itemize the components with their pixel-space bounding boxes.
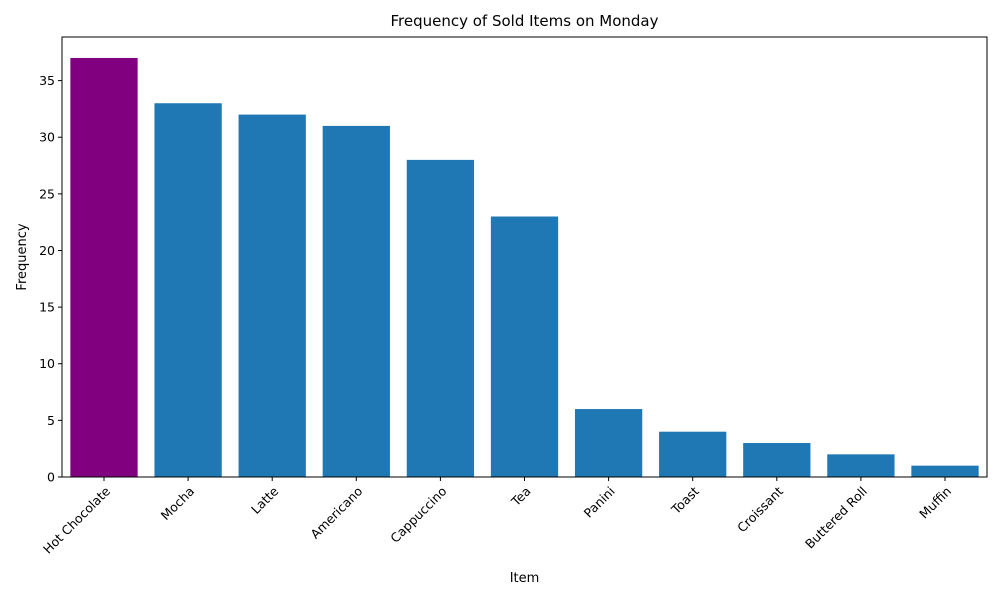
bar-hot-chocolate	[70, 57, 138, 477]
bar-mocha	[154, 103, 222, 477]
bar-latte	[238, 114, 306, 477]
y-tick-label: 5	[47, 413, 55, 428]
bar-toast	[659, 431, 727, 477]
y-ticks-group: 0 5 10 15 20 25 30 35	[39, 73, 62, 485]
y-tick-label: 20	[39, 243, 55, 258]
y-tick-label: 30	[39, 130, 55, 145]
chart-title: Frequency of Sold Items on Monday	[390, 12, 658, 30]
y-tick-label: 25	[39, 186, 55, 201]
bar-muffin	[911, 465, 979, 477]
bar-croissant	[743, 443, 811, 477]
bar-panini	[574, 409, 643, 477]
x-axis-label: Item	[510, 571, 540, 586]
bar-cappuccino	[406, 159, 475, 477]
bars-group	[70, 57, 979, 477]
bar-americano	[322, 125, 390, 477]
y-axis-label: Frequency	[15, 223, 30, 290]
bar-tea	[490, 216, 559, 477]
y-tick-label: 0	[47, 470, 55, 485]
y-tick-label: 35	[39, 73, 55, 88]
y-tick-label: 10	[39, 356, 55, 371]
plot-frame	[61, 36, 988, 478]
y-tick-label: 15	[39, 300, 55, 315]
bar-buttered-roll	[827, 454, 895, 477]
